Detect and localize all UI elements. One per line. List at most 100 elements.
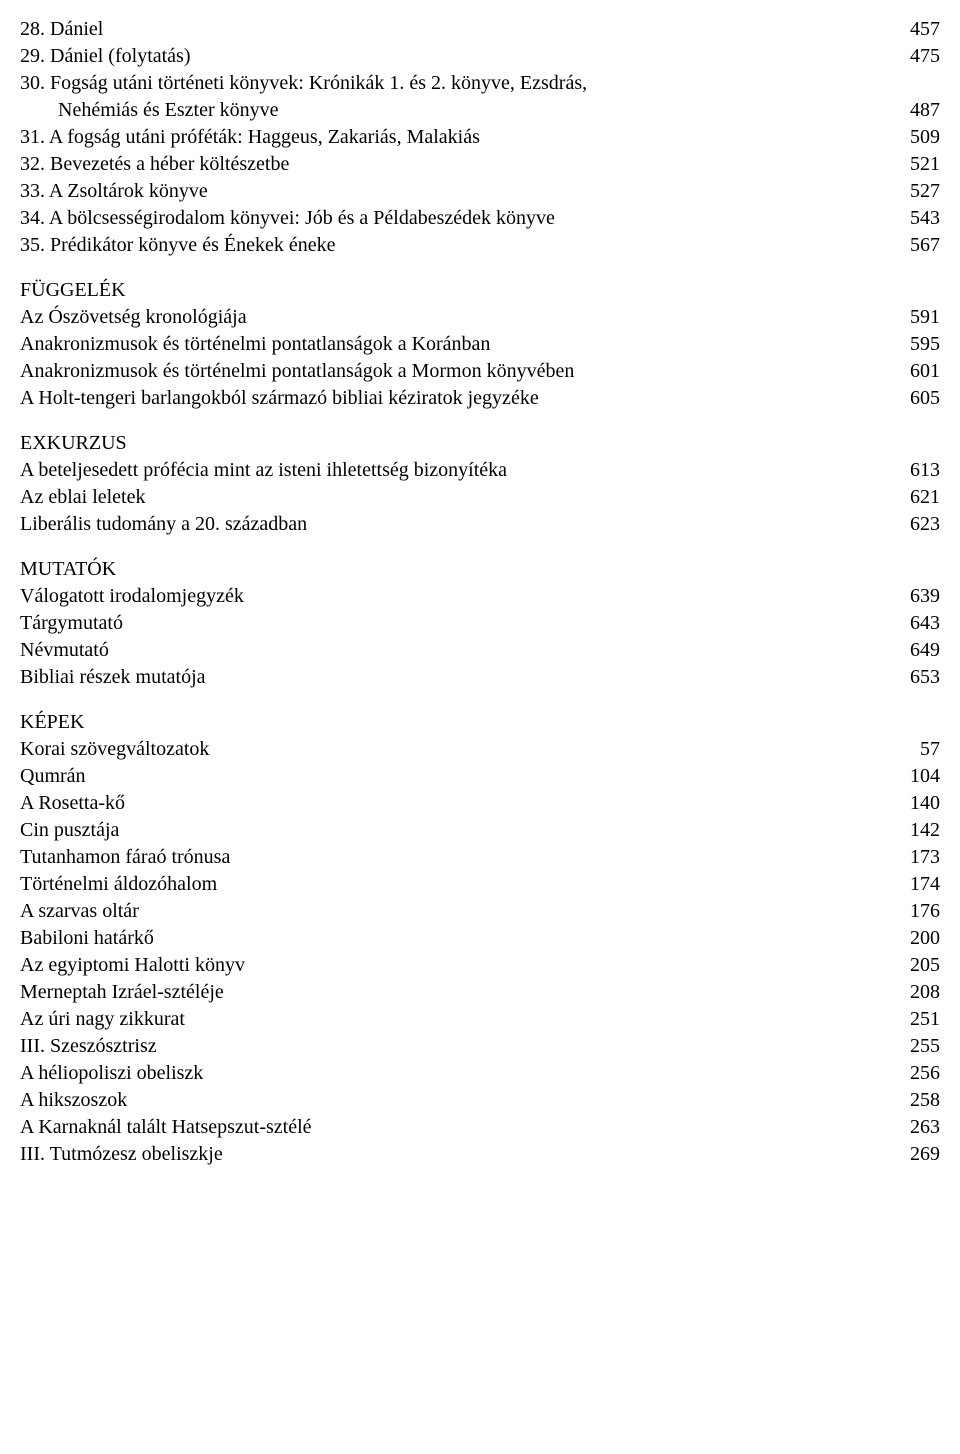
toc-row: Korai szövegváltozatok57 <box>20 736 940 763</box>
toc-label: A beteljesedett prófécia mint az isteni … <box>20 457 892 484</box>
toc-row: Nehémiás és Eszter könyve487 <box>20 97 940 124</box>
toc-page-number: 200 <box>892 925 940 952</box>
toc-row: Az egyiptomi Halotti könyv205 <box>20 952 940 979</box>
toc-label: 34. A bölcsességirodalom könyvei: Jób és… <box>20 205 892 232</box>
toc-label: Az Ószövetség kronológiája <box>20 304 892 331</box>
toc-page-number: 601 <box>892 358 940 385</box>
toc-label: Bibliai részek mutatója <box>20 664 892 691</box>
section-heading: MUTATÓK <box>20 556 940 583</box>
toc-row: Az eblai leletek621 <box>20 484 940 511</box>
toc-label: Anakronizmusok és történelmi pontatlansá… <box>20 331 892 358</box>
toc-page-number: 649 <box>892 637 940 664</box>
toc-page-number: 527 <box>892 178 940 205</box>
toc-row: 35. Prédikátor könyve és Énekek éneke567 <box>20 232 940 259</box>
toc-label: Nehémiás és Eszter könyve <box>20 97 892 124</box>
toc-page-number: 173 <box>892 844 940 871</box>
toc-label: 35. Prédikátor könyve és Énekek éneke <box>20 232 892 259</box>
toc-page-number: 613 <box>892 457 940 484</box>
toc-page-number: 57 <box>892 736 940 763</box>
toc-page-number: 104 <box>892 763 940 790</box>
toc-label: Válogatott irodalomjegyzék <box>20 583 892 610</box>
toc-page-number: 643 <box>892 610 940 637</box>
toc-page-number: 567 <box>892 232 940 259</box>
toc-row: Névmutató649 <box>20 637 940 664</box>
toc-page-number: 205 <box>892 952 940 979</box>
toc-label: 33. A Zsoltárok könyve <box>20 178 892 205</box>
toc-row: A Rosetta-kő140 <box>20 790 940 817</box>
toc-label: Tárgymutató <box>20 610 892 637</box>
toc-label: Az eblai leletek <box>20 484 892 511</box>
toc-page-number: 176 <box>892 898 940 925</box>
toc-page-number: 255 <box>892 1033 940 1060</box>
toc-label: 29. Dániel (folytatás) <box>20 43 892 70</box>
toc-row: Babiloni határkő200 <box>20 925 940 952</box>
toc-row: Anakronizmusok és történelmi pontatlansá… <box>20 331 940 358</box>
toc-label: A szarvas oltár <box>20 898 892 925</box>
toc-row: III. Szeszósztrisz255 <box>20 1033 940 1060</box>
toc-row: Az úri nagy zikkurat251 <box>20 1006 940 1033</box>
toc-page-number: 258 <box>892 1087 940 1114</box>
toc-page-number: 621 <box>892 484 940 511</box>
toc-label: Merneptah Izráel-sztéléje <box>20 979 892 1006</box>
toc-row: 31. A fogság utáni próféták: Haggeus, Za… <box>20 124 940 151</box>
toc-page-number: 487 <box>892 97 940 124</box>
toc-label: Anakronizmusok és történelmi pontatlansá… <box>20 358 892 385</box>
toc-label: Cin pusztája <box>20 817 892 844</box>
toc-row: Tutanhamon fáraó trónusa173 <box>20 844 940 871</box>
toc-label: Babiloni határkő <box>20 925 892 952</box>
toc-page-number: 140 <box>892 790 940 817</box>
toc-row: Történelmi áldozóhalom174 <box>20 871 940 898</box>
toc-container: 28. Dániel45729. Dániel (folytatás)47530… <box>20 16 940 1168</box>
toc-row: Anakronizmusok és történelmi pontatlansá… <box>20 358 940 385</box>
toc-page-number: 623 <box>892 511 940 538</box>
toc-label: Névmutató <box>20 637 892 664</box>
toc-page-number: 605 <box>892 385 940 412</box>
section-heading: FÜGGELÉK <box>20 277 940 304</box>
toc-label: Az egyiptomi Halotti könyv <box>20 952 892 979</box>
toc-row: 28. Dániel457 <box>20 16 940 43</box>
toc-row: Liberális tudomány a 20. században623 <box>20 511 940 538</box>
toc-page-number: 595 <box>892 331 940 358</box>
toc-row: 29. Dániel (folytatás)475 <box>20 43 940 70</box>
toc-row: Az Ószövetség kronológiája591 <box>20 304 940 331</box>
toc-page-number: 475 <box>892 43 940 70</box>
toc-row: A hikszoszok258 <box>20 1087 940 1114</box>
toc-page-number: 174 <box>892 871 940 898</box>
toc-page-number: 521 <box>892 151 940 178</box>
toc-row: A héliopoliszi obeliszk256 <box>20 1060 940 1087</box>
toc-page-number: 591 <box>892 304 940 331</box>
section-heading: EXKURZUS <box>20 430 940 457</box>
toc-row: Cin pusztája142 <box>20 817 940 844</box>
toc-row: 34. A bölcsességirodalom könyvei: Jób és… <box>20 205 940 232</box>
section-heading: KÉPEK <box>20 709 940 736</box>
toc-row: Merneptah Izráel-sztéléje208 <box>20 979 940 1006</box>
toc-row: III. Tutmózesz obeliszkje269 <box>20 1141 940 1168</box>
toc-page-number: 457 <box>892 16 940 43</box>
toc-label: Liberális tudomány a 20. században <box>20 511 892 538</box>
toc-label: A Karnaknál talált Hatsepszut-sztélé <box>20 1114 892 1141</box>
toc-page-number: 256 <box>892 1060 940 1087</box>
toc-page-number: 653 <box>892 664 940 691</box>
toc-row: 32. Bevezetés a héber költészetbe521 <box>20 151 940 178</box>
toc-label: 30. Fogság utáni történeti könyvek: Krón… <box>20 70 940 97</box>
toc-row: Qumrán104 <box>20 763 940 790</box>
toc-row: 30. Fogság utáni történeti könyvek: Krón… <box>20 70 940 97</box>
toc-label: Tutanhamon fáraó trónusa <box>20 844 892 871</box>
toc-label: 28. Dániel <box>20 16 892 43</box>
toc-row: Válogatott irodalomjegyzék639 <box>20 583 940 610</box>
toc-row: A szarvas oltár176 <box>20 898 940 925</box>
toc-label: A hikszoszok <box>20 1087 892 1114</box>
toc-label: Az úri nagy zikkurat <box>20 1006 892 1033</box>
toc-label: Qumrán <box>20 763 892 790</box>
toc-label: Korai szövegváltozatok <box>20 736 892 763</box>
toc-label: A Rosetta-kő <box>20 790 892 817</box>
toc-label: A Holt-tengeri barlangokból származó bib… <box>20 385 892 412</box>
toc-page-number: 639 <box>892 583 940 610</box>
toc-label: III. Szeszósztrisz <box>20 1033 892 1060</box>
toc-label: A héliopoliszi obeliszk <box>20 1060 892 1087</box>
toc-label: 31. A fogság utáni próféták: Haggeus, Za… <box>20 124 892 151</box>
toc-page-number: 208 <box>892 979 940 1006</box>
toc-page-number: 543 <box>892 205 940 232</box>
toc-page-number: 269 <box>892 1141 940 1168</box>
toc-page-number: 263 <box>892 1114 940 1141</box>
